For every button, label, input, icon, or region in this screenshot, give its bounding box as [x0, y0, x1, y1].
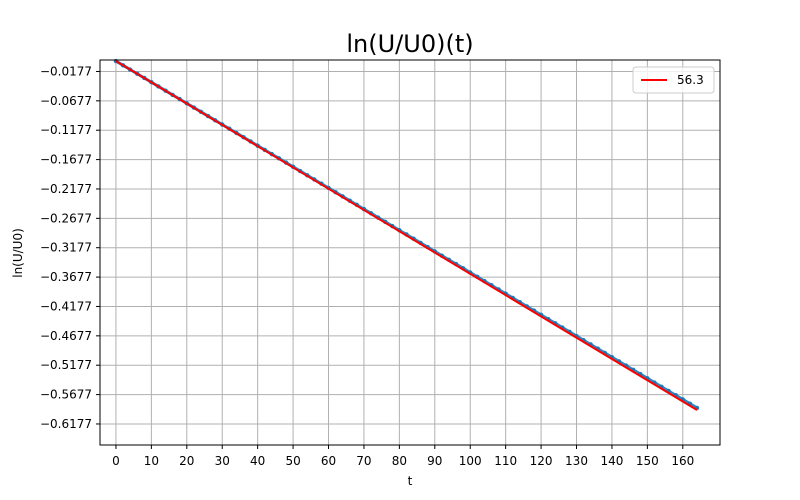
y-tick-label: −0.6177: [40, 417, 92, 431]
y-tick-label: −0.5177: [40, 358, 92, 372]
x-tick-label: 70: [356, 454, 371, 468]
x-tick-label: 30: [215, 454, 230, 468]
y-axis: −0.0177 −0.0677 −0.1177 −0.1677 −0.2177 −0.26…: [40, 64, 100, 431]
x-tick-label: 10: [144, 454, 159, 468]
y-tick-label: −0.2177: [40, 182, 92, 196]
y-tick-label: −0.0677: [40, 94, 92, 108]
legend: 56.3: [632, 66, 715, 94]
y-tick-label: −0.4177: [40, 299, 92, 313]
y-tick-label: −0.1177: [40, 123, 92, 137]
x-tick-label: 150: [636, 454, 659, 468]
x-tick-label: 0: [112, 454, 120, 468]
x-tick-label: 90: [427, 454, 442, 468]
x-tick-label: 140: [600, 454, 623, 468]
fit-line: [115, 60, 698, 411]
x-axis-label: t: [408, 474, 413, 488]
x-tick-label: 80: [392, 454, 407, 468]
y-tick-label: −0.3677: [40, 270, 92, 284]
x-tick-label: 60: [321, 454, 336, 468]
y-tick-label: −0.5677: [40, 388, 92, 402]
y-axis-label: ln(U/U0): [11, 228, 25, 278]
x-tick-label: 40: [250, 454, 265, 468]
y-tick-label: −0.0177: [40, 64, 92, 78]
y-tick-label: −0.4677: [40, 329, 92, 343]
y-tick-label: −0.2677: [40, 211, 92, 225]
x-tick-label: 120: [530, 454, 553, 468]
chart-title: ln(U/U0)(t): [346, 30, 473, 58]
y-tick-label: −0.1677: [40, 153, 92, 167]
y-tick-label: −0.3177: [40, 241, 92, 255]
x-axis: 0 10 20 30 40 50 60 70 80 90 100 110 120 130 140 150 160: [112, 445, 694, 468]
x-tick-label: 100: [459, 454, 482, 468]
x-tick-label: 20: [179, 454, 194, 468]
x-tick-label: 160: [671, 454, 694, 468]
x-tick-label: 110: [494, 454, 517, 468]
plot-frame: [99, 59, 721, 446]
legend-entry: 56.3: [677, 73, 704, 87]
legend-box: [632, 66, 715, 94]
plot-marks: [113, 58, 700, 411]
x-tick-label: 50: [285, 454, 300, 468]
x-tick-label: 130: [565, 454, 588, 468]
